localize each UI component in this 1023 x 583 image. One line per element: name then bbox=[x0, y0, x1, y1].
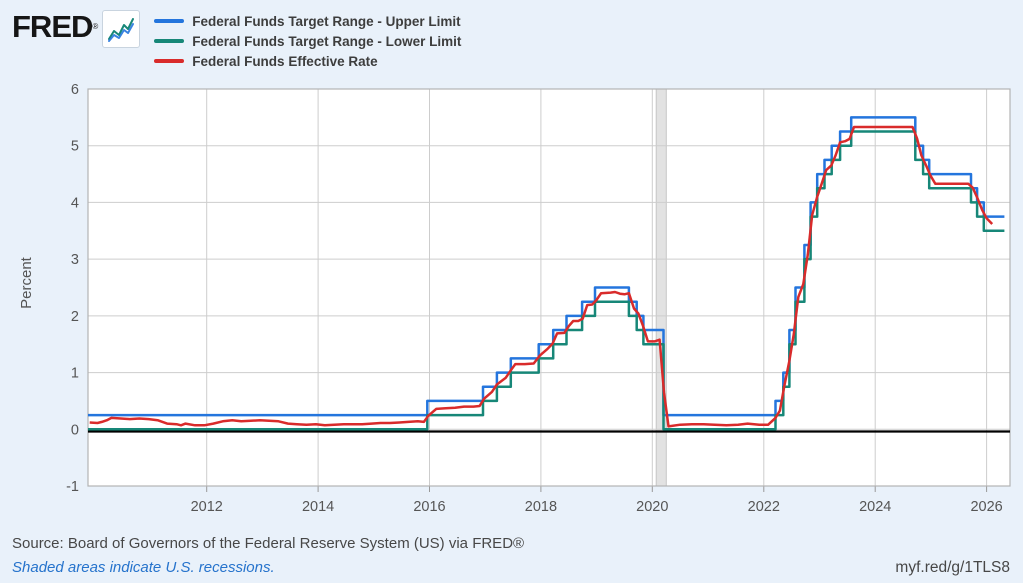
chart-header: FRED® Federal Funds Target Range - Upper… bbox=[12, 10, 461, 70]
y-tick-label: -1 bbox=[66, 479, 79, 495]
y-tick-label: 4 bbox=[71, 195, 79, 211]
legend-label-upper-limit: Federal Funds Target Range - Upper Limit bbox=[192, 13, 461, 29]
y-tick-label: 2 bbox=[71, 309, 79, 325]
x-tick-label: 2012 bbox=[191, 499, 223, 515]
y-tick-label: 6 bbox=[71, 82, 79, 98]
x-tick-label: 2018 bbox=[525, 499, 557, 515]
series-lower-limit-line bbox=[88, 130, 1005, 431]
legend-swatch-upper-limit bbox=[154, 19, 185, 23]
x-tick-label: 2016 bbox=[413, 499, 445, 515]
legend-item-upper-limit: Federal Funds Target Range - Upper Limit bbox=[154, 12, 461, 30]
legend-label-lower-limit: Federal Funds Target Range - Lower Limit bbox=[192, 33, 462, 49]
fred-logo[interactable]: FRED® bbox=[12, 9, 141, 48]
y-axis-label: Percent bbox=[18, 257, 35, 309]
legend-swatch-effective-rate bbox=[154, 59, 185, 63]
source-attribution: Source: Board of Governors of the Federa… bbox=[12, 535, 525, 552]
plot-area bbox=[88, 89, 1010, 486]
registered-mark: ® bbox=[92, 22, 98, 31]
x-tick-label: 2020 bbox=[636, 499, 668, 515]
plot-border bbox=[87, 88, 1011, 487]
footer-row: Shaded areas indicate U.S. recessions. m… bbox=[12, 559, 1010, 577]
legend: Federal Funds Target Range - Upper Limit… bbox=[154, 12, 461, 70]
y-tick-label: 3 bbox=[71, 252, 79, 268]
recession-note-link[interactable]: Shaded areas indicate U.S. recessions. bbox=[12, 559, 275, 576]
legend-item-lower-limit: Federal Funds Target Range - Lower Limit bbox=[154, 32, 461, 50]
y-tick-label: 5 bbox=[71, 139, 79, 155]
x-tick-label: 2014 bbox=[302, 499, 334, 515]
short-url-link[interactable]: myf.red/g/1TLS8 bbox=[895, 559, 1010, 576]
fred-logo-text: FRED® bbox=[12, 9, 98, 44]
y-tick-label: 0 bbox=[71, 422, 79, 438]
legend-label-effective-rate: Federal Funds Effective Rate bbox=[192, 53, 378, 69]
legend-item-effective-rate: Federal Funds Effective Rate bbox=[154, 52, 461, 70]
x-tick-label: 2022 bbox=[748, 499, 780, 515]
x-tick-label: 2024 bbox=[859, 499, 891, 515]
legend-swatch-lower-limit bbox=[154, 39, 185, 43]
fred-sparkline-icon bbox=[102, 10, 141, 48]
y-tick-label: 1 bbox=[71, 366, 79, 382]
series-effective-rate-line bbox=[89, 125, 994, 428]
x-tick-label: 2026 bbox=[970, 499, 1002, 515]
recession-band bbox=[655, 88, 667, 487]
